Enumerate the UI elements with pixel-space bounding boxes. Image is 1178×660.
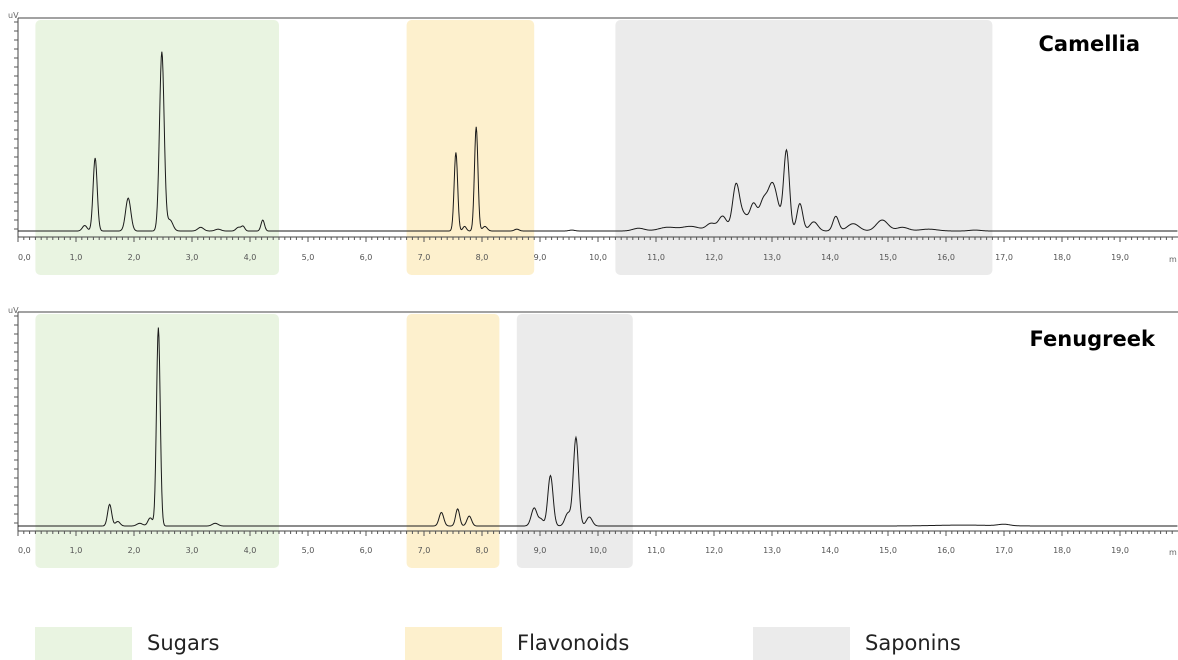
x-tick-label: 19,0 xyxy=(1111,546,1129,555)
x-tick-label: 6,0 xyxy=(360,546,373,555)
x-tick-label: 18,0 xyxy=(1053,546,1071,555)
x-tick-label: 13,0 xyxy=(763,546,781,555)
x-tick-label: 18,0 xyxy=(1053,253,1071,262)
chromatogram-trace xyxy=(18,51,1178,232)
x-tick-label: 9,0 xyxy=(534,546,547,555)
x-tick-label: 11,0 xyxy=(647,253,665,262)
y-unit-label: uV xyxy=(8,11,19,20)
legend-label-sugars: Sugars xyxy=(147,631,220,655)
x-tick-label: 17,0 xyxy=(995,253,1013,262)
x-tick-label: 13,0 xyxy=(763,253,781,262)
region-flavonoids xyxy=(406,314,500,568)
x-tick-label: 2,0 xyxy=(128,253,141,262)
y-unit-label: uV xyxy=(8,306,19,315)
x-tick-label: 4,0 xyxy=(244,546,257,555)
x-tick-label: 14,0 xyxy=(821,253,839,262)
x-tick-label: 7,0 xyxy=(418,253,431,262)
chart-title: Camellia xyxy=(1039,32,1140,56)
x-tick-label: 4,0 xyxy=(244,253,257,262)
chromatogram-trace xyxy=(18,327,1178,527)
x-tick-label: 1,0 xyxy=(70,253,83,262)
x-tick-label: 3,0 xyxy=(186,546,199,555)
chart-title: Fenugreek xyxy=(1030,327,1157,351)
x-tick-label: 8,0 xyxy=(476,253,489,262)
region-sugars xyxy=(35,314,280,568)
chart-panel-fenugreek: 0,0 1,0 2,0 3,0 4,0 5,0 6,0 7,0 8,0 9,0 10,0 11,0 12… xyxy=(8,306,1178,568)
x-tick-label: 1,0 xyxy=(70,546,83,555)
x-tick-label: 11,0 xyxy=(647,546,665,555)
legend-label-flavonoids: Flavonoids xyxy=(517,631,630,655)
x-tick-label: 16,0 xyxy=(937,546,955,555)
region-flavonoids xyxy=(406,20,535,275)
x-tick-label: 19,0 xyxy=(1111,253,1129,262)
x-tick-label: 2,0 xyxy=(128,546,141,555)
chart-panel-camellia: 0,0 1,0 2,0 3,0 4,0 5,0 6,0 7,0 8,0 9,0 10,0 11,0 12… xyxy=(8,11,1178,275)
legend-swatch-saponins xyxy=(753,627,850,660)
x-tick-label: 7,0 xyxy=(418,546,431,555)
region-sugars xyxy=(35,20,280,275)
x-tick-label: 14,0 xyxy=(821,546,839,555)
x-tick-label: 6,0 xyxy=(360,253,373,262)
legend-label-saponins: Saponins xyxy=(865,631,961,655)
x-tick-label: 15,0 xyxy=(879,253,897,262)
x-tick-label: 0,0 xyxy=(18,253,31,262)
x-unit-label: m xyxy=(1169,548,1177,557)
x-tick-label: 17,0 xyxy=(995,546,1013,555)
x-tick-label: 10,0 xyxy=(589,253,607,262)
legend: Sugars Flavonoids Saponins xyxy=(0,625,1178,660)
x-unit-label: m xyxy=(1169,255,1177,264)
x-tick-label: 3,0 xyxy=(186,253,199,262)
x-tick-label: 10,0 xyxy=(589,546,607,555)
x-tick-label: 8,0 xyxy=(476,546,489,555)
chromatogram-figure: 0,0 1,0 2,0 3,0 4,0 5,0 6,0 7,0 8,0 9,0 10,0 11,0 12… xyxy=(8,11,1178,568)
x-tick-label: 16,0 xyxy=(937,253,955,262)
region-saponins xyxy=(615,20,993,275)
x-tick-label: 12,0 xyxy=(705,253,723,262)
x-tick-label: 0,0 xyxy=(18,546,31,555)
x-tick-label: 5,0 xyxy=(302,546,315,555)
legend-swatch-flavonoids xyxy=(405,627,502,660)
x-tick-label: 5,0 xyxy=(302,253,315,262)
x-tick-label: 15,0 xyxy=(879,546,897,555)
x-tick-label: 12,0 xyxy=(705,546,723,555)
legend-swatch-sugars xyxy=(35,627,132,660)
x-tick-label: 9,0 xyxy=(534,253,547,262)
